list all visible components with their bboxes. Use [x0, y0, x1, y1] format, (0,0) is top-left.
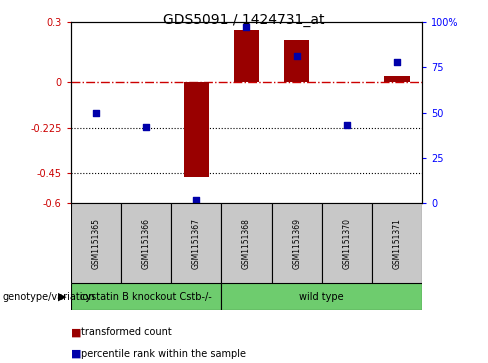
Text: transformed count: transformed count [81, 327, 171, 337]
Point [393, 59, 401, 65]
Point [243, 24, 250, 30]
Bar [284, 40, 309, 82]
Bar [222, 283, 422, 310]
Text: GDS5091 / 1424731_at: GDS5091 / 1424731_at [163, 13, 325, 27]
Text: GSM1151368: GSM1151368 [242, 218, 251, 269]
Text: GSM1151369: GSM1151369 [292, 218, 301, 269]
Text: GSM1151371: GSM1151371 [392, 218, 402, 269]
Point [343, 122, 351, 128]
Text: wild type: wild type [300, 292, 344, 302]
Point [92, 110, 100, 115]
Point [192, 197, 200, 203]
Bar [183, 82, 209, 177]
Point [142, 124, 150, 130]
Text: GSM1151366: GSM1151366 [142, 218, 151, 269]
Text: ■: ■ [71, 327, 81, 337]
Text: ■: ■ [71, 349, 81, 359]
Bar [271, 203, 322, 283]
Bar [222, 203, 271, 283]
Text: GSM1151370: GSM1151370 [342, 218, 351, 269]
Bar [234, 30, 259, 82]
Bar [71, 203, 121, 283]
Text: GSM1151367: GSM1151367 [192, 218, 201, 269]
Bar [71, 283, 222, 310]
Point [293, 53, 301, 59]
Text: GSM1151365: GSM1151365 [91, 218, 101, 269]
Bar [121, 203, 171, 283]
Bar [372, 203, 422, 283]
Bar [385, 76, 409, 82]
Text: percentile rank within the sample: percentile rank within the sample [81, 349, 245, 359]
Bar [171, 203, 222, 283]
Bar [322, 203, 372, 283]
Text: genotype/variation: genotype/variation [2, 292, 95, 302]
Text: cystatin B knockout Cstb-/-: cystatin B knockout Cstb-/- [80, 292, 212, 302]
Text: ▶: ▶ [58, 292, 66, 302]
